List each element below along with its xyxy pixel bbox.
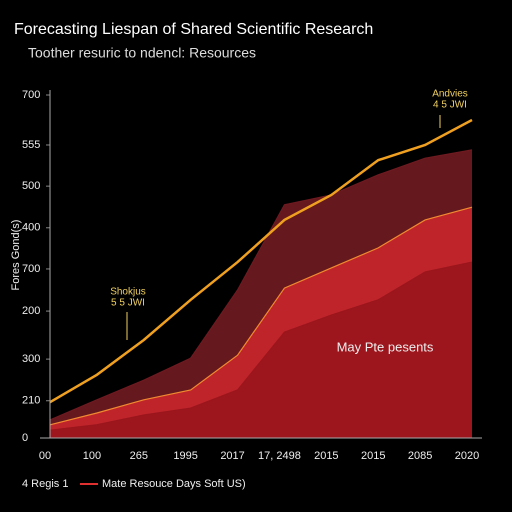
y-tick-label: 700 — [22, 263, 40, 275]
x-tick-label: 2015 — [361, 450, 385, 462]
x-tick-label: 265 — [130, 450, 148, 462]
x-tick-label: 00 — [39, 450, 51, 462]
y-tick-label: 300 — [22, 353, 40, 365]
x-tick-label: 17, 2498 — [258, 450, 301, 462]
line — [49, 118, 473, 404]
y-tick-label: 0 — [22, 432, 28, 444]
area-edge — [49, 206, 473, 426]
y-tick-label: 210 — [22, 395, 40, 407]
y-tick-label: 555 — [22, 139, 40, 151]
chart-title: Forecasting Liespan of Shared Scientific… — [14, 21, 373, 38]
chart-subtitle: Toother resuric to ndencl: Resources — [28, 45, 256, 61]
y-tick-label: 200 — [22, 305, 40, 317]
x-tick-label: 2015 — [314, 450, 338, 462]
y-tick-label: 400 — [22, 222, 40, 234]
x-tick-label: 2085 — [408, 450, 432, 462]
x-tick-label: 2020 — [455, 450, 479, 462]
area — [50, 262, 472, 438]
annotation: May Pte pesents — [337, 339, 434, 354]
legend-label: Mate Resouce Days Soft US) — [102, 478, 246, 490]
annotation: Shokjus — [110, 287, 146, 298]
area-edge — [49, 261, 473, 431]
y-axis-label: Fores Gond(s) — [10, 220, 22, 291]
x-tick-label: 2017 — [220, 450, 244, 462]
area-edge — [49, 149, 473, 421]
y-tick-label: 700 — [22, 89, 40, 101]
y-tick-label: 500 — [22, 180, 40, 192]
annotation: Andvies — [432, 89, 468, 100]
legend-note: 4 Regis 1 — [22, 478, 68, 490]
x-tick-label: 100 — [83, 450, 101, 462]
annotation: 5 5 JWI — [111, 298, 145, 309]
annotation: 4 5 JWI — [433, 100, 467, 111]
x-tick-label: 1995 — [173, 450, 197, 462]
